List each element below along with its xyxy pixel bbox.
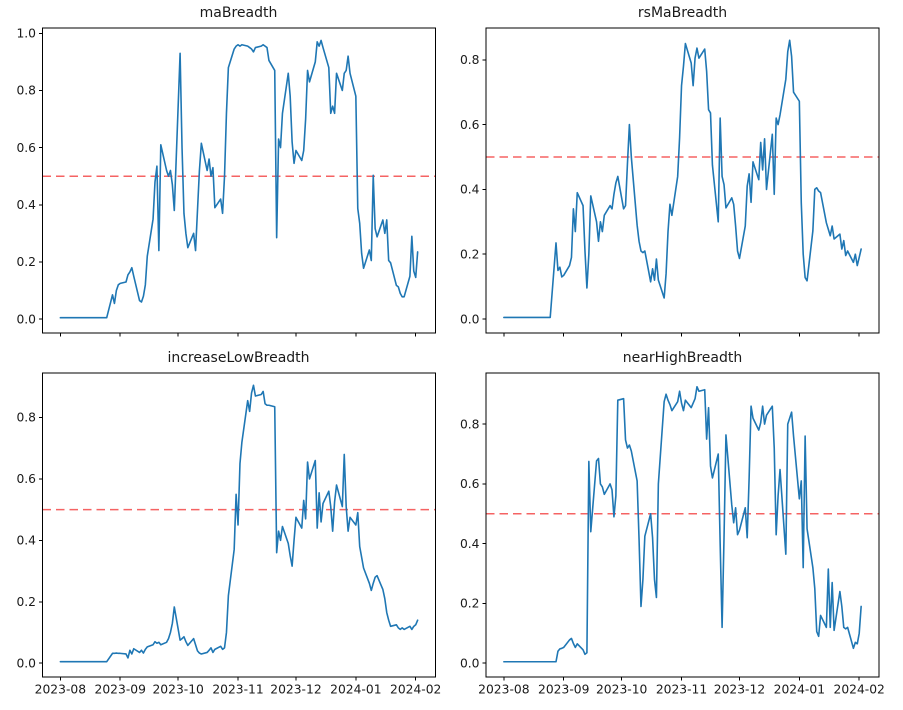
- x-tick-label: 2023-12: [270, 683, 321, 697]
- y-tick-label: 0.2: [16, 255, 36, 269]
- x-tick-label: 2024-01: [774, 683, 825, 697]
- y-tick-label: 0.8: [16, 84, 36, 98]
- subplot-maBreadth: 0.0 0.2 0.4 0.6 0.8 1.0: [16, 26, 436, 337]
- y-tick-label: 1.0: [16, 26, 36, 40]
- series-line-maBreadth: [59, 39, 419, 319]
- y-tick-label: 0.2: [16, 595, 36, 609]
- y-tick-label: 0.8: [16, 411, 36, 425]
- subplot-increaseLowBreadth: 0.0 0.2 0.4 0.6 0.8 2023-08 2023-09 2023-10 2023…: [16, 372, 441, 697]
- x-tick-label: 2024-02: [390, 683, 441, 697]
- y-tick-label: 0.6: [16, 472, 36, 486]
- x-tick-label: 2023-10: [152, 683, 203, 697]
- y-tick-label: 0.2: [460, 597, 480, 611]
- x-tick-label: 2023-09: [95, 683, 146, 697]
- y-tick-label: 0.4: [460, 537, 480, 551]
- x-tick-label: 2024-02: [834, 683, 885, 697]
- y-tick-label: 0.0: [460, 312, 480, 326]
- series-line-rsMaBreadth: [503, 39, 862, 319]
- y-tick-label: 0.4: [16, 534, 36, 548]
- chart-title-nearhighbreadth: nearHighBreadth: [622, 350, 743, 366]
- plot-spines: [485, 372, 880, 678]
- chart-title-mabreadth: maBreadth: [199, 5, 278, 21]
- y-tick-label: 0.0: [460, 656, 480, 670]
- y-tick-label: 0.6: [460, 118, 480, 132]
- x-tick-label: 2023-11: [212, 683, 263, 697]
- x-tick-label: 2023-08: [35, 683, 86, 697]
- y-tick-label: 0.2: [460, 247, 480, 261]
- series-line-nearHighBreadth: [503, 385, 862, 663]
- x-tick-label: 2023-08: [478, 683, 529, 697]
- y-tick-label: 0.8: [460, 53, 480, 67]
- chart-title-increaselowbreadth: increaseLowBreadth: [167, 350, 310, 366]
- y-tick-label: 0.4: [16, 198, 36, 212]
- y-tick-label: 0.6: [460, 477, 480, 491]
- chart-title-rsmabreadth: rsMaBreadth: [637, 5, 728, 21]
- plot-spines: [42, 27, 436, 334]
- subplot-rsMaBreadth: 0.0 0.2 0.4 0.6 0.8: [460, 27, 880, 337]
- y-tick-label: 0.0: [16, 656, 36, 670]
- x-tick-label: 2023-12: [714, 683, 765, 697]
- x-tick-label: 2023-09: [538, 683, 589, 697]
- y-tick-label: 0.6: [16, 141, 36, 155]
- y-tick-label: 0.4: [460, 183, 480, 197]
- y-tick-label: 0.0: [16, 312, 36, 326]
- plot-spines: [42, 372, 436, 678]
- series-line-increaseLowBreadth: [59, 384, 419, 663]
- plot-spines: [485, 27, 880, 334]
- x-tick-label: 2023-11: [656, 683, 707, 697]
- y-tick-label: 0.8: [460, 417, 480, 431]
- x-tick-label: 2024-01: [330, 683, 381, 697]
- x-tick-label: 2023-10: [596, 683, 647, 697]
- subplot-nearHighBreadth: 0.0 0.2 0.4 0.6 0.8 2023-08 2023-09 2023-10 2023…: [460, 372, 885, 697]
